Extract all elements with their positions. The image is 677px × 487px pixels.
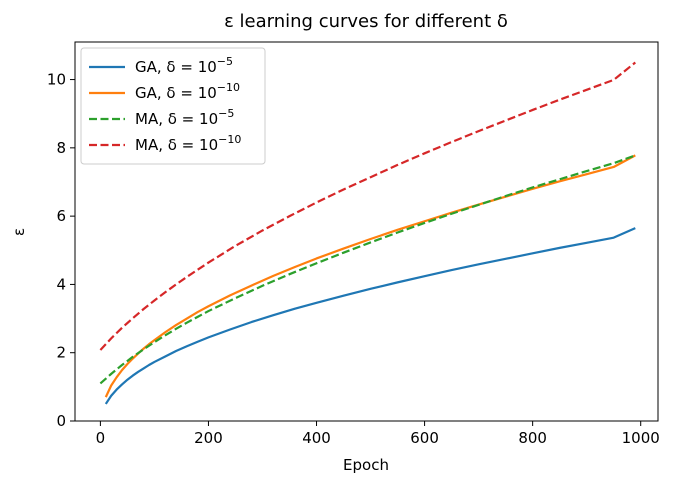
x-tick-label: 400 (302, 429, 331, 447)
series-line-1 (104, 227, 636, 405)
x-tick-label: 1000 (622, 429, 660, 447)
x-tick-label: 0 (96, 429, 106, 447)
plot-area (74, 41, 659, 422)
legend-label-3: MA, δ = 10−5 (135, 107, 234, 128)
chart-title: ε learning curves for different δ (224, 11, 508, 32)
y-axis-label: ε (10, 228, 28, 236)
legend: GA, δ = 10−5 GA, δ = 10−10 MA, δ = 10−5 MA,… (80, 47, 266, 165)
x-tick-label: 600 (410, 429, 439, 447)
y-tick-label: 10 (47, 71, 66, 89)
y-tick-label: 0 (56, 412, 66, 430)
series-line-3 (99, 154, 636, 385)
x-axis-label: Epoch (343, 456, 389, 474)
legend-label-4: MA, δ = 10−10 (135, 133, 241, 154)
series-line-4 (99, 61, 636, 351)
legend-label-2: GA, δ = 10−10 (135, 81, 240, 102)
legend-label-1: GA, δ = 10−5 (135, 55, 233, 76)
y-tick-label: 2 (56, 344, 66, 362)
y-tick-label: 8 (56, 139, 66, 157)
x-tick-label: 800 (518, 429, 547, 447)
axes-frame (74, 41, 659, 422)
y-axis-ticks: 0 2 4 6 8 10 (47, 71, 75, 430)
y-tick-label: 4 (56, 275, 66, 293)
y-tick-label: 6 (56, 207, 66, 225)
x-tick-label: 200 (194, 429, 223, 447)
x-axis-ticks: 0 200 400 600 800 1000 (96, 421, 660, 447)
legend-box (80, 47, 266, 165)
